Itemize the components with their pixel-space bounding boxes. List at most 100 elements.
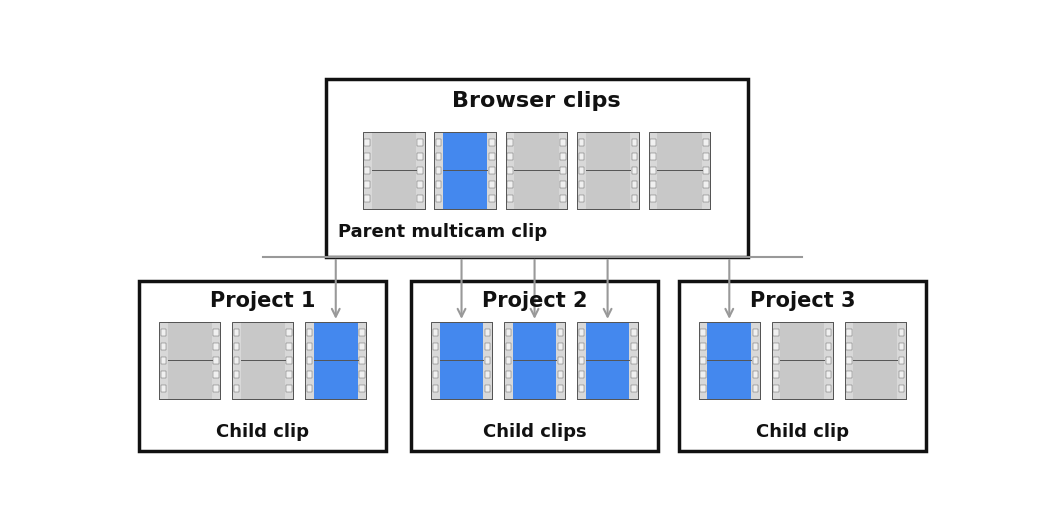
Bar: [485, 343, 490, 350]
Text: Project 2: Project 2: [482, 291, 587, 311]
Bar: [286, 356, 292, 364]
Bar: [233, 343, 240, 350]
Bar: [898, 356, 905, 364]
Bar: [577, 322, 638, 398]
Bar: [846, 371, 852, 377]
Bar: [161, 329, 166, 335]
Text: Parent multicam clip: Parent multicam clip: [338, 223, 547, 241]
Bar: [700, 343, 706, 350]
Bar: [432, 343, 438, 350]
Bar: [630, 132, 639, 208]
Bar: [700, 384, 706, 392]
Bar: [159, 322, 168, 398]
Bar: [577, 322, 585, 398]
Bar: [650, 153, 655, 160]
Bar: [489, 181, 494, 187]
Bar: [506, 132, 567, 208]
Bar: [364, 153, 370, 160]
Bar: [560, 181, 566, 187]
Bar: [507, 153, 513, 160]
Bar: [432, 329, 438, 335]
Bar: [700, 329, 706, 335]
Bar: [436, 153, 442, 160]
Bar: [410, 281, 659, 451]
Bar: [233, 371, 240, 377]
Bar: [431, 322, 492, 398]
Bar: [577, 132, 639, 208]
Bar: [700, 371, 706, 377]
Bar: [485, 384, 490, 392]
Bar: [898, 371, 905, 377]
Bar: [286, 343, 292, 350]
Bar: [416, 132, 425, 208]
Bar: [306, 322, 366, 398]
Bar: [488, 132, 496, 208]
Bar: [650, 195, 655, 202]
Bar: [418, 139, 423, 145]
Bar: [558, 384, 563, 392]
Bar: [699, 322, 760, 398]
Bar: [214, 329, 219, 335]
Bar: [846, 343, 852, 350]
Bar: [307, 356, 312, 364]
Bar: [359, 384, 364, 392]
Bar: [846, 384, 852, 392]
Bar: [285, 322, 293, 398]
Bar: [436, 166, 442, 174]
Bar: [161, 343, 166, 350]
Bar: [577, 132, 639, 208]
Bar: [418, 181, 423, 187]
Bar: [161, 356, 166, 364]
Bar: [431, 322, 492, 398]
Bar: [232, 322, 293, 398]
Bar: [306, 322, 366, 398]
Bar: [753, 329, 758, 335]
Bar: [846, 356, 852, 364]
Bar: [753, 371, 758, 377]
Bar: [631, 329, 637, 335]
Bar: [507, 181, 513, 187]
Bar: [286, 384, 292, 392]
Bar: [774, 384, 779, 392]
Bar: [489, 166, 494, 174]
Bar: [214, 356, 219, 364]
Bar: [629, 322, 638, 398]
Bar: [577, 322, 638, 398]
Bar: [363, 132, 372, 208]
Bar: [824, 322, 832, 398]
Bar: [364, 181, 370, 187]
Bar: [306, 322, 314, 398]
Bar: [898, 384, 905, 392]
Bar: [826, 371, 831, 377]
Bar: [560, 139, 566, 145]
Bar: [233, 329, 240, 335]
Bar: [214, 384, 219, 392]
Bar: [648, 132, 658, 208]
Bar: [631, 195, 638, 202]
Bar: [772, 322, 780, 398]
Bar: [307, 329, 312, 335]
Bar: [363, 132, 425, 208]
Bar: [826, 356, 831, 364]
Bar: [506, 384, 511, 392]
Bar: [485, 329, 490, 335]
Bar: [560, 195, 566, 202]
Bar: [898, 343, 905, 350]
Bar: [579, 371, 584, 377]
Bar: [432, 371, 438, 377]
Bar: [286, 371, 292, 377]
Bar: [846, 329, 852, 335]
Bar: [364, 139, 370, 145]
Bar: [233, 356, 240, 364]
Bar: [577, 132, 585, 208]
Bar: [214, 343, 219, 350]
Bar: [678, 281, 926, 451]
Bar: [700, 356, 706, 364]
Bar: [505, 322, 513, 398]
Bar: [485, 356, 490, 364]
Text: Project 3: Project 3: [750, 291, 855, 311]
Bar: [556, 322, 565, 398]
Bar: [579, 384, 584, 392]
Text: Project 1: Project 1: [210, 291, 315, 311]
Bar: [558, 329, 563, 335]
